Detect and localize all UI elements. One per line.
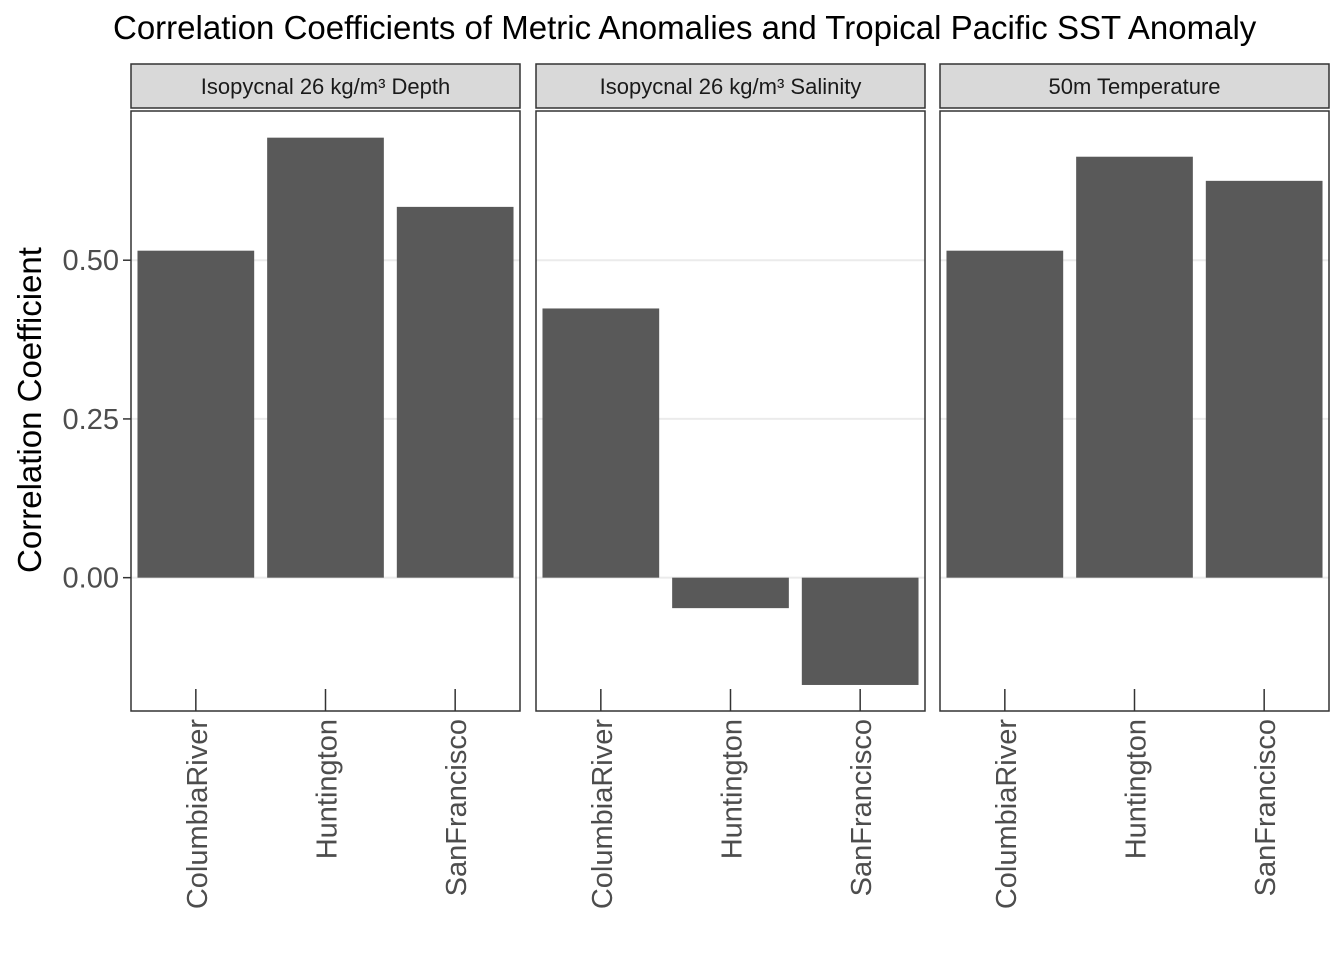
- facet-panel: 50m Temperature ColumbiaRiver Huntington Sa…: [939, 63, 1330, 910]
- x-tick-label: ColumbiaRiver: [587, 719, 619, 910]
- x-tick-label: ColumbiaRiver: [182, 719, 214, 910]
- facet-strip-label: 50m Temperature: [1048, 74, 1220, 99]
- bar: [946, 250, 1064, 578]
- facet-panel: Isopycnal 26 kg/m³ Salinity ColumbiaRiver…: [535, 63, 926, 910]
- x-tick-label: Huntington: [717, 719, 749, 859]
- bar: [672, 577, 789, 609]
- x-tick-label: SanFrancisco: [846, 719, 878, 896]
- bar: [396, 206, 514, 578]
- y-tick-label: 0.50: [63, 245, 119, 277]
- x-tick-label: Huntington: [312, 719, 344, 859]
- x-tick-label: ColumbiaRiver: [991, 719, 1023, 910]
- bar: [137, 250, 255, 578]
- facet-strip-label: Isopycnal 26 kg/m³ Salinity: [600, 74, 862, 99]
- facet-panels: Isopycnal 26 kg/m³ Depth ColumbiaRiver Hun…: [130, 63, 1330, 910]
- facet-strip: [130, 63, 521, 109]
- facet-strip: [535, 63, 926, 109]
- facet-panel: Isopycnal 26 kg/m³ Depth ColumbiaRiver Hun…: [130, 63, 521, 910]
- y-axis: 0.00 0.25 0.50: [63, 245, 131, 595]
- facet-strip: [939, 63, 1330, 109]
- bar: [267, 137, 384, 578]
- y-axis-label: Correlation Coefficient: [11, 247, 48, 573]
- facet-strip-label: Isopycnal 26 kg/m³ Depth: [201, 74, 450, 99]
- x-tick-label: Huntington: [1121, 719, 1153, 859]
- y-tick-label: 0.00: [63, 563, 119, 595]
- x-tick-label: SanFrancisco: [1250, 719, 1282, 896]
- bar: [542, 308, 660, 578]
- x-tick-label: SanFrancisco: [441, 719, 473, 896]
- y-tick-label: 0.25: [63, 404, 119, 436]
- bar: [1076, 156, 1193, 578]
- bar: [1205, 180, 1323, 578]
- bar: [801, 577, 919, 685]
- chart-title: Correlation Coefficients of Metric Anoma…: [113, 9, 1257, 46]
